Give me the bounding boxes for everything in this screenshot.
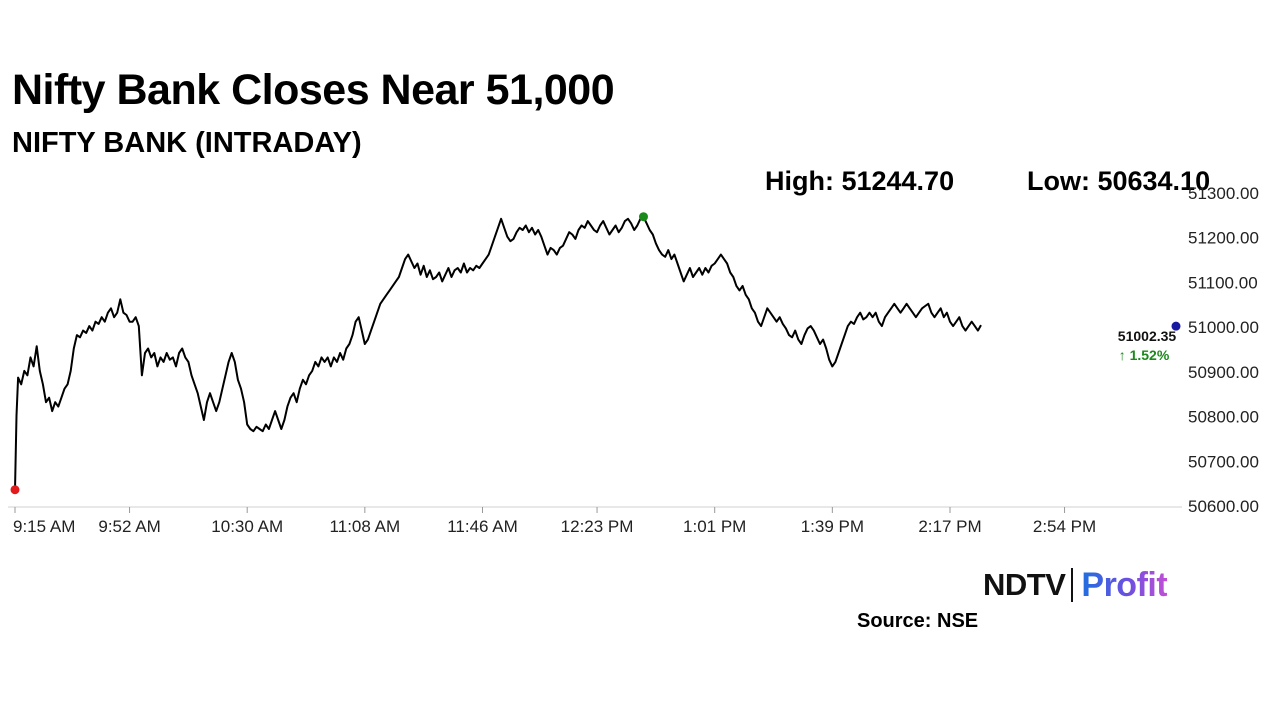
low-label: Low: 50634.10 (1027, 166, 1211, 196)
x-tick-label: 12:23 PM (561, 517, 634, 536)
chart-subtitle: NIFTY BANK (INTRADAY) (12, 127, 362, 159)
source-note: Source: NSE (857, 610, 979, 632)
logo-profit-text: Profit (1081, 565, 1168, 604)
last-price-value: 51002.35 (1118, 328, 1177, 344)
logo-ndtv-text: NDTV (983, 567, 1066, 602)
x-tick-label: 10:30 AM (211, 517, 283, 536)
y-tick-label: 50900.00 (1188, 363, 1259, 382)
x-tick-label: 9:15 AM (13, 517, 75, 536)
y-tick-label: 51000.00 (1188, 318, 1259, 337)
x-tick-label: 2:54 PM (1033, 517, 1096, 536)
y-tick-label: 50800.00 (1188, 408, 1259, 427)
y-tick-label: 51200.00 (1188, 229, 1259, 248)
high-label: High: 51244.70 (765, 166, 955, 196)
y-tick-label: 51100.00 (1188, 273, 1258, 292)
ndtv-profit-logo: NDTV Profit (983, 565, 1168, 604)
x-tick-label: 11:46 AM (447, 517, 518, 536)
x-tick-label: 1:01 PM (683, 517, 746, 536)
chart-title: Nifty Bank Closes Near 51,000 (12, 66, 615, 114)
low-marker (10, 485, 20, 495)
x-tick-label: 2:17 PM (918, 517, 981, 536)
last-price-change: ↑ 1.52% (1119, 347, 1170, 363)
x-tick-label: 1:39 PM (801, 517, 864, 536)
intraday-line-chart: 9:15 AM 9:52 AM 10:30 AM 11:08 AM 11:46 AM 12… (8, 184, 1259, 536)
high-marker (638, 212, 648, 222)
y-tick-label: 50600.00 (1188, 497, 1259, 516)
price-line (14, 215, 982, 490)
y-tick-label: 50700.00 (1188, 452, 1259, 471)
logo-separator (1071, 568, 1074, 602)
y-tick-label: 51300.00 (1188, 184, 1259, 203)
x-tick-label: 11:08 AM (330, 517, 401, 536)
last-marker (1171, 321, 1181, 331)
x-tick-label: 9:52 AM (98, 517, 160, 536)
